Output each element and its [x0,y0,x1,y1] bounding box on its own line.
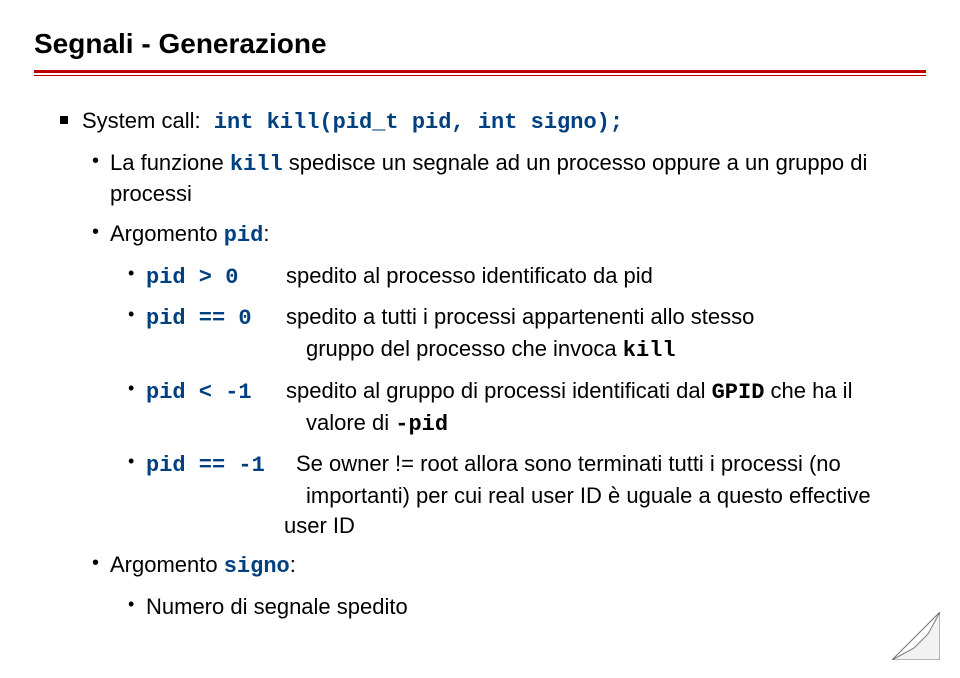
pid-lt-minus-one: pid < -1spedito al gruppo di processi id… [128,376,926,439]
pid-list: pid > 0spedito al processo identificato … [128,261,926,541]
signo-item: Numero di segnale spedito [128,592,926,622]
continuation: gruppo del processo che invoca kill [146,334,926,366]
text: Argomento [110,221,224,246]
underline-thin [34,75,926,76]
title-underline [34,70,926,76]
code: pid [224,223,264,248]
signo-list: Numero di segnale spedito [128,592,926,622]
item-argument-signo: Argomento signo: Numero di segnale spedi… [92,550,926,621]
item-system-call: System call: int kill(pid_t pid, int sig… [60,106,926,622]
code: kill [230,152,283,177]
text: gruppo del processo che invoca [306,336,623,361]
item-kill-description: La funzione kill spedisce un segnale ad … [92,148,926,209]
pid-eq-zero: pid == 0spedito a tutti i processi appar… [128,302,926,365]
syscall-label: System call: [82,108,201,133]
code: kill [623,338,676,363]
text: : [290,552,296,577]
text: che ha il [764,378,852,403]
item-argument-pid: Argomento pid: pid > 0spedito al process… [92,219,926,540]
pid-gt-zero: pid > 0spedito al processo identificato … [128,261,926,293]
text: Argomento [110,552,224,577]
code: signo [224,554,290,579]
text: Se owner != root allora sono terminati t… [296,451,841,476]
text: : [263,221,269,246]
text: spedito al gruppo di processi identifica… [286,378,712,403]
syscall-code: int kill(pid_t pid, int signo); [201,110,623,135]
bullet-list: System call: int kill(pid_t pid, int sig… [60,106,926,622]
continuation: valore di -pid [146,408,926,440]
text: spedito a tutti i processi appartenenti … [286,304,754,329]
text: spedito al processo identificato da pid [286,263,653,288]
continuation: user ID [146,511,926,541]
slide: Segnali - Generazione System call: int k… [0,0,960,678]
pid-eq-minus-one: pid == -1Se owner != root allora sono te… [128,449,926,540]
condition: pid == 0 [146,304,286,334]
content-area: System call: int kill(pid_t pid, int sig… [34,106,926,622]
continuation: importanti) per cui real user ID è ugual… [146,481,926,511]
condition: pid == -1 [146,451,296,481]
text: La funzione [110,150,230,175]
text: valore di [306,410,395,435]
underline-thick [34,70,926,73]
sublist: La funzione kill spedisce un segnale ad … [92,148,926,622]
page-curl-icon [892,612,940,660]
text: importanti) per cui real user ID è ugual… [306,483,871,508]
slide-title: Segnali - Generazione [34,28,926,60]
code: GPID [712,380,765,405]
condition: pid > 0 [146,263,286,293]
text: user ID [284,513,355,538]
condition: pid < -1 [146,378,286,408]
code: -pid [395,412,448,437]
